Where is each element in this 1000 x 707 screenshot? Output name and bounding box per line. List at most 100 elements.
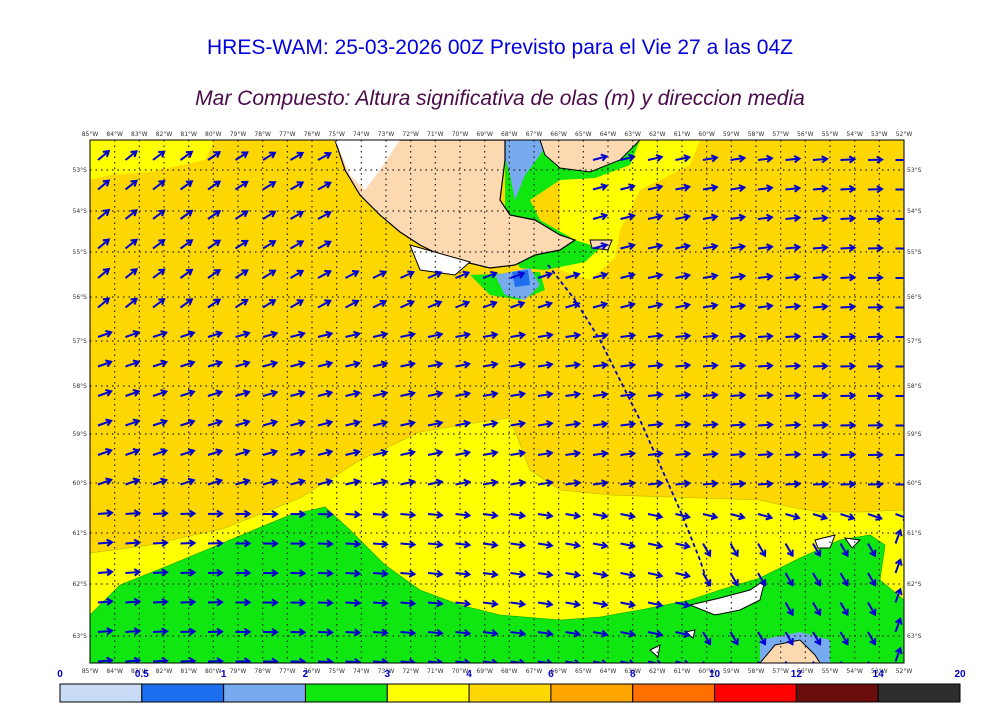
wave-direction-arrow — [125, 597, 142, 606]
wave-direction-arrow — [839, 601, 849, 617]
legend-label: 0.5 — [135, 669, 149, 680]
wave-direction-arrow — [895, 481, 904, 487]
wave-direction-arrow — [592, 242, 609, 250]
wave-direction-arrow — [97, 418, 113, 427]
wave-direction-arrow — [317, 210, 332, 220]
wave-direction-arrow — [785, 155, 802, 164]
wave-direction-arrow — [400, 360, 416, 369]
legend-swatch — [141, 683, 225, 703]
legend-swatch — [877, 683, 961, 703]
wave-direction-arrow — [537, 479, 554, 488]
wave-direction-arrow — [427, 270, 443, 279]
wave-direction-arrow — [785, 184, 802, 193]
lon-tick-top: 69°W — [476, 131, 493, 138]
wave-direction-arrow — [235, 657, 252, 663]
wave-direction-arrow — [262, 360, 279, 368]
wave-direction-arrow — [702, 272, 719, 281]
legend-boxes — [59, 683, 961, 703]
wave-direction-arrow — [262, 448, 279, 457]
wave-direction-arrow — [895, 216, 904, 222]
lon-tick-bottom: 75°W — [328, 668, 345, 675]
wave-direction-arrow — [510, 540, 527, 549]
lon-tick-bottom: 74°W — [353, 668, 370, 675]
wave-direction-arrow — [427, 331, 444, 340]
wave-direction-arrow — [702, 213, 719, 222]
lat-tick-left: 54°S — [73, 208, 88, 215]
wave-direction-arrow — [180, 330, 196, 338]
wave-direction-arrow — [730, 450, 747, 459]
legend-swatch — [223, 683, 306, 703]
wave-direction-arrow — [482, 419, 499, 428]
wave-direction-arrow — [345, 539, 362, 549]
wave-direction-arrow — [620, 331, 637, 340]
wave-direction-arrow — [620, 271, 636, 280]
wave-direction-arrow — [97, 238, 111, 250]
wave-direction-arrow — [895, 304, 904, 310]
wave-direction-arrow — [152, 209, 166, 220]
wave-direction-arrow — [180, 477, 196, 486]
lon-tick-bottom: 56°W — [797, 668, 814, 675]
wave-direction-arrow — [730, 154, 747, 163]
wave-direction-arrow — [565, 331, 582, 340]
lat-tick-right: 59°S — [907, 431, 922, 438]
wave-direction-arrow — [647, 301, 664, 310]
wave-direction-arrow — [482, 270, 498, 279]
wave-direction-arrow — [180, 539, 197, 548]
wave-direction-arrow — [757, 512, 774, 521]
wave-direction-arrow — [97, 179, 111, 191]
wave-direction-arrow — [840, 332, 857, 341]
lon-tick-top: 85°W — [82, 131, 99, 138]
wave-direction-arrow — [262, 509, 279, 519]
wave-direction-arrow — [152, 359, 169, 368]
wave-direction-arrow — [812, 155, 829, 164]
wave-direction-arrow — [317, 181, 332, 191]
wave-direction-arrow — [97, 329, 113, 338]
wave-direction-arrow — [785, 450, 802, 459]
wave-direction-arrow — [565, 271, 581, 280]
lon-tick-top: 73°W — [378, 131, 395, 138]
wave-direction-arrow — [840, 184, 857, 194]
lon-tick-top: 78°W — [254, 131, 271, 138]
lon-tick-top: 64°W — [600, 131, 617, 138]
lon-tick-bottom: 84°W — [106, 668, 123, 675]
wave-direction-arrow — [400, 510, 417, 519]
lon-tick-bottom: 70°W — [452, 668, 469, 675]
wave-direction-arrow — [592, 600, 609, 609]
wave-direction-arrow — [730, 332, 747, 341]
wave-direction-arrow — [537, 540, 554, 549]
wave-direction-arrow — [867, 480, 884, 489]
wave-direction-arrow — [702, 361, 719, 370]
wave-direction-arrow — [179, 298, 194, 309]
legend-swatch — [632, 683, 716, 703]
wave-direction-arrow — [510, 599, 527, 608]
wave-direction-arrow — [317, 510, 334, 519]
wave-direction-arrow — [510, 271, 526, 279]
wave-direction-arrow — [345, 569, 362, 578]
wave-direction-arrow — [207, 151, 222, 161]
wave-direction-arrow — [235, 477, 251, 486]
wave-direction-arrow — [510, 300, 526, 309]
wave-direction-arrow — [179, 268, 194, 279]
wave-direction-arrow — [455, 419, 472, 428]
wave-direction-arrow — [262, 240, 277, 250]
wave-direction-arrow — [207, 627, 224, 636]
wave-direction-arrow — [262, 330, 279, 339]
wave-direction-arrow — [317, 299, 332, 309]
wave-direction-arrow — [867, 155, 884, 164]
wave-direction-arrow — [317, 569, 334, 578]
wave-direction-arrow — [592, 420, 609, 429]
lon-tick-bottom: 62°W — [649, 668, 666, 675]
map-frame — [89, 139, 905, 664]
wave-direction-arrow — [262, 210, 277, 220]
wave-direction-arrow — [867, 185, 884, 194]
wave-direction-arrow — [482, 511, 499, 520]
wave-direction-arrow — [207, 359, 224, 368]
wave-direction-arrow — [647, 390, 664, 399]
wave-direction-arrow — [207, 330, 224, 339]
wave-direction-arrow — [345, 389, 361, 398]
wave-direction-arrow — [317, 151, 332, 161]
wave-direction-arrow — [262, 181, 277, 191]
wave-direction-arrow — [510, 360, 527, 369]
wave-direction-arrow — [179, 150, 194, 161]
wave-direction-arrow — [262, 419, 279, 427]
